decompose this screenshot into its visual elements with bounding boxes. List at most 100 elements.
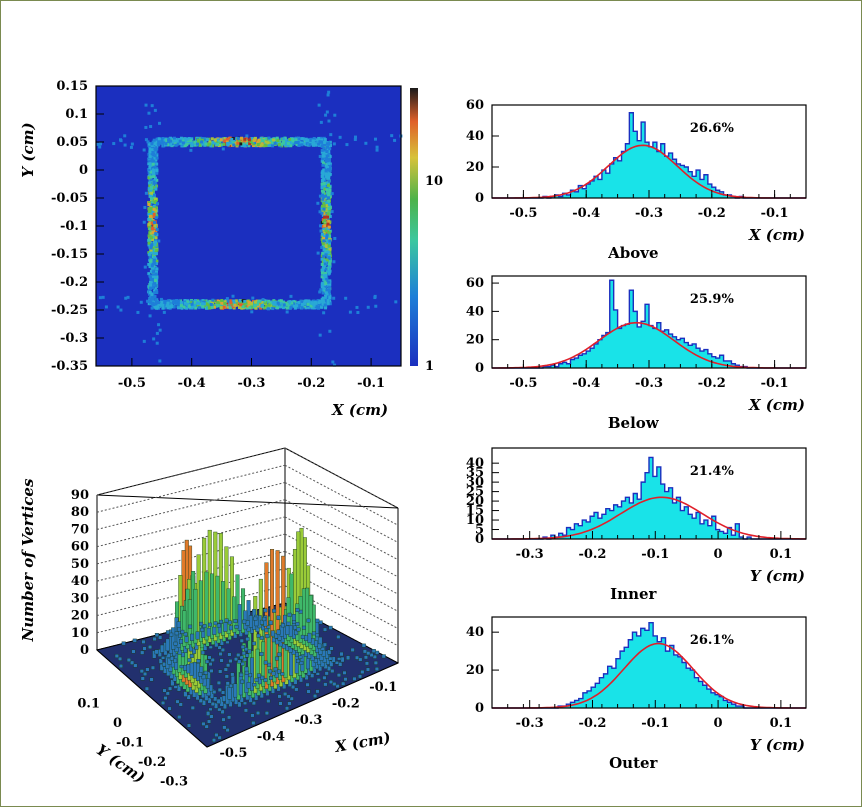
lego-bar [190, 705, 195, 710]
hist-y-tick: 40 [466, 456, 484, 471]
lego-grid [96, 447, 286, 496]
scatter-heatmap: 0.15 0.1 0.05 0 -0.05 -0.1 -0.15 -0.2 -0.25 -0.3 -… [19, 79, 443, 419]
heatmap-cell [154, 236, 158, 240]
heatmap-x-tick: -0.1 [357, 376, 385, 391]
lego-bar [198, 580, 203, 642]
heatmap-cell [326, 201, 330, 205]
lego-bar [245, 620, 250, 626]
heatmap-cell [257, 299, 261, 303]
lego-bar [209, 668, 214, 673]
lego-bar [220, 709, 225, 714]
heatmap-cell [152, 215, 156, 219]
heatmap-cell [104, 305, 108, 309]
lego-grid [284, 464, 399, 526]
heatmap-cell [321, 193, 325, 197]
heatmap-cell [148, 255, 152, 259]
heatmap-cell [216, 299, 220, 303]
lego-bar [190, 633, 195, 641]
heatmap-cell [185, 302, 189, 306]
lego-bar [295, 622, 300, 626]
heatmap-cell [373, 137, 377, 141]
heatmap-cell [236, 141, 240, 145]
heatmap-cell [327, 193, 331, 197]
lego-bar [288, 625, 293, 637]
hist-outline [492, 279, 806, 369]
heatmap-cell [152, 193, 156, 197]
heatmap-cell [146, 140, 150, 144]
heatmap-cell [154, 252, 158, 256]
heatmap-cell [101, 295, 105, 299]
heatmap-cell [321, 197, 325, 201]
heatmap-cell [308, 139, 312, 143]
heatmap-cell [353, 135, 357, 139]
heatmap-cell [212, 305, 216, 309]
heatmap-cell [272, 302, 276, 306]
lego-z-tick: 60 [71, 540, 89, 555]
heatmap-cell [193, 300, 197, 304]
heatmap-cell [199, 142, 203, 146]
lego-bar [363, 655, 368, 660]
heatmap-cell [202, 302, 206, 306]
heatmap-cell [166, 143, 170, 147]
lego-bar [266, 625, 271, 629]
lego-bar [336, 673, 341, 678]
heatmap-cell [260, 305, 264, 309]
heatmap-cell [323, 298, 327, 302]
lego-bar [180, 652, 185, 658]
heatmap-cell [300, 143, 304, 147]
heatmap-cell [169, 136, 173, 140]
heatmap-cell [327, 280, 331, 284]
heatmap-cell [195, 301, 199, 305]
heatmap-cell [170, 305, 174, 309]
lego-bar [315, 618, 320, 623]
heatmap-cell [165, 138, 169, 142]
heatmap-cell [375, 145, 379, 149]
lego-bar [215, 575, 220, 638]
heatmap-cell [222, 142, 226, 146]
heatmap-cell [156, 305, 160, 309]
lego-bar [154, 649, 159, 655]
lego-bar [358, 657, 363, 662]
heatmap-cell [217, 144, 221, 148]
heatmap-cell [185, 143, 189, 147]
lego-z-tick: 30 [71, 591, 89, 606]
heatmap-cell [298, 137, 302, 141]
heatmap-cell [218, 139, 222, 143]
heatmap-cell [142, 148, 146, 152]
hist-x-tick: 0.1 [770, 547, 793, 562]
heatmap-cell [324, 152, 328, 156]
heatmap-cell [320, 305, 324, 309]
heatmap-cell [328, 188, 332, 192]
heatmap-cell [148, 297, 152, 301]
heatmap-cell [260, 143, 264, 147]
heatmap-cell [326, 154, 330, 158]
heatmap-cell [124, 296, 128, 300]
lego-bar [158, 658, 163, 664]
hist-y-tick: 0 [475, 701, 484, 716]
lego-bar [186, 694, 191, 700]
heatmap-cell [242, 142, 246, 146]
heatmap-cell [154, 279, 158, 283]
heatmap-cell [151, 223, 155, 227]
heatmap-cell [154, 149, 158, 153]
lego-bar [285, 625, 290, 635]
heatmap-cell [325, 110, 329, 114]
lego-bar [285, 706, 290, 711]
lego-bar [224, 674, 229, 679]
lego-bar [205, 659, 210, 664]
lego-bar [340, 656, 345, 663]
lego-bar [150, 665, 155, 670]
heatmap-cell [149, 175, 153, 179]
heatmap-cell [161, 138, 165, 142]
heatmap-cell [292, 302, 296, 306]
hist-y-tick: 0 [475, 532, 484, 547]
heatmap-cell [324, 229, 328, 233]
heatmap-cell [189, 138, 193, 142]
lego-bar [338, 662, 343, 667]
heatmap-cell [150, 186, 154, 190]
lego-bar [154, 633, 159, 637]
heatmap-cell [321, 154, 325, 158]
heatmap-cell [327, 285, 331, 289]
heatmap-cell [243, 137, 247, 141]
heatmap-cell [322, 207, 326, 211]
